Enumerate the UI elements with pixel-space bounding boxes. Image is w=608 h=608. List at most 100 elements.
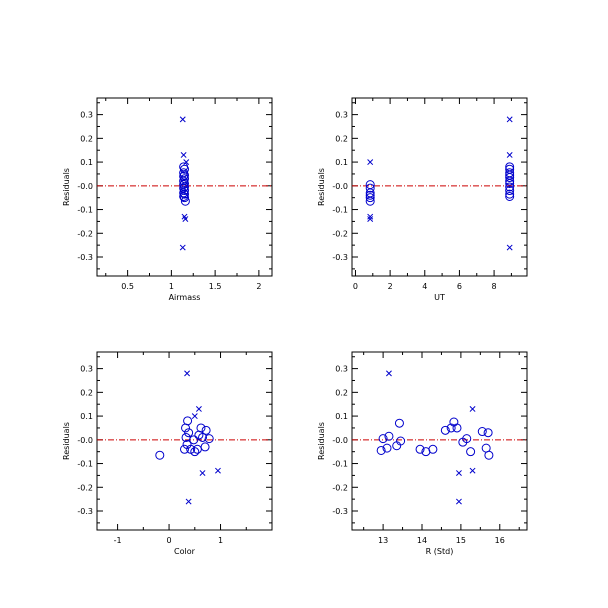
data-point-circle [477, 427, 487, 437]
y-tick-label: 0.3 [80, 365, 93, 374]
data-point-cross [469, 467, 476, 474]
y-tick-label: -0.1 [332, 206, 348, 215]
x-axis-label: Airmass [169, 293, 201, 302]
y-tick-label: -0.3 [77, 253, 93, 262]
plot-frame [351, 351, 528, 531]
x-tick-label: 14 [417, 536, 427, 545]
x-tick-label: 6 [457, 282, 462, 291]
y-axis-label: Residuals [317, 168, 326, 206]
data-point-circle [505, 189, 515, 199]
data-point-circle [376, 445, 386, 455]
y-tick-label: -0.1 [332, 460, 348, 469]
y-tick-label: 0.1 [80, 412, 93, 421]
x-tick-label: 1 [169, 282, 174, 291]
data-point-cross [183, 159, 190, 166]
y-tick-label: -0.2 [332, 229, 348, 238]
y-tick-label: -0.0 [332, 182, 348, 191]
data-point-cross [455, 498, 462, 505]
data-point-circle [200, 442, 210, 452]
y-tick-label: -0.2 [77, 229, 93, 238]
data-point-circle [505, 191, 515, 201]
data-point-circle [415, 444, 425, 454]
data-point-circle [428, 444, 438, 454]
data-point-circle [155, 450, 165, 460]
x-tick-label: 1 [218, 536, 223, 545]
y-tick-label: -0.0 [332, 436, 348, 445]
data-point-circle [466, 447, 476, 457]
data-point-cross [185, 498, 192, 505]
x-axis-label: Color [174, 547, 196, 556]
data-point-circle [204, 434, 214, 444]
plot-3: -0.3 -0.2 -0.1 -0.0 0.1 0.2 0.3 -1 0 1 Color Residu… [62, 351, 273, 556]
data-point-cross [182, 216, 189, 222]
data-point-circle [394, 418, 404, 428]
data-point-cross [455, 470, 462, 476]
data-point-circle [201, 425, 211, 435]
data-point-cross [506, 116, 513, 123]
data-point-circle [440, 425, 450, 435]
data-point-circle [505, 186, 515, 196]
y-tick-label: 0.3 [335, 365, 348, 374]
plot-1: -0.3 -0.2 -0.1 -0.0 0.1 0.2 0.3 0.5 1 1.5 2 Airmass… [62, 97, 273, 302]
data-point-circle [365, 193, 375, 203]
data-point-circle [449, 417, 459, 427]
y-axis-label: Residuals [317, 422, 326, 460]
data-point-circle [505, 182, 515, 192]
y-tick-label: 0.2 [335, 388, 348, 397]
data-point-circle [198, 432, 208, 442]
data-point-circle [483, 428, 493, 438]
y-tick-label: 0.3 [335, 111, 348, 120]
y-axis-label: Residuals [62, 422, 71, 460]
data-point-circle [462, 434, 472, 444]
y-tick-label: 0.2 [335, 134, 348, 143]
plot-4: -0.3 -0.2 -0.1 -0.0 0.1 0.2 0.3 13 14 15 16 R (Std)… [317, 351, 528, 556]
data-point-circle [180, 196, 190, 206]
data-point-circle [181, 423, 191, 433]
y-tick-label: -0.0 [77, 182, 93, 191]
x-tick-label: 16 [495, 536, 505, 545]
data-point-circle [365, 196, 375, 206]
y-tick-label: -0.2 [77, 483, 93, 492]
data-point-circle [179, 191, 189, 201]
data-point-cross [191, 413, 198, 420]
data-point-cross [385, 370, 392, 377]
plot-frame [96, 351, 273, 531]
data-point-circle [180, 182, 189, 192]
x-tick-label: 0 [353, 282, 358, 291]
data-point-cross [506, 244, 513, 251]
y-tick-label: 0.1 [335, 412, 348, 421]
data-point-circle [365, 190, 375, 200]
data-point-circle [180, 164, 189, 174]
data-point-cross [367, 159, 374, 166]
data-point-cross [469, 406, 476, 412]
data-point-cross [179, 244, 186, 251]
x-tick-label: 0 [167, 536, 172, 545]
y-tick-label: -0.0 [77, 436, 93, 445]
data-point-cross [367, 216, 374, 222]
x-tick-label: 13 [378, 536, 388, 545]
plot-2: -0.3 -0.2 -0.1 -0.0 0.1 0.2 0.3 0 2 4 6 8 UT Residual… [317, 97, 528, 302]
data-point-circle [484, 450, 494, 460]
data-point-circle [505, 176, 515, 186]
plot-frame [351, 97, 528, 277]
data-point-cross [199, 470, 206, 476]
data-point-circle [189, 435, 199, 445]
x-tick-label: 2 [256, 282, 261, 291]
data-point-circle [184, 428, 194, 438]
data-point-circle [505, 173, 515, 183]
data-point-circle [196, 423, 206, 433]
x-axis-label: R (Std) [426, 547, 454, 556]
x-tick-label: 8 [492, 282, 497, 291]
y-tick-label: -0.1 [77, 460, 93, 469]
x-tick-label: 0.5 [121, 282, 134, 291]
data-point-cross [179, 116, 186, 123]
y-tick-label: -0.3 [77, 507, 93, 516]
x-tick-label: 2 [388, 282, 393, 291]
data-point-circle [180, 193, 189, 203]
data-point-circle [378, 434, 388, 444]
data-point-circle [384, 431, 394, 441]
data-point-cross [215, 467, 221, 474]
y-tick-label: 0.3 [80, 111, 93, 120]
data-point-cross [184, 370, 191, 377]
